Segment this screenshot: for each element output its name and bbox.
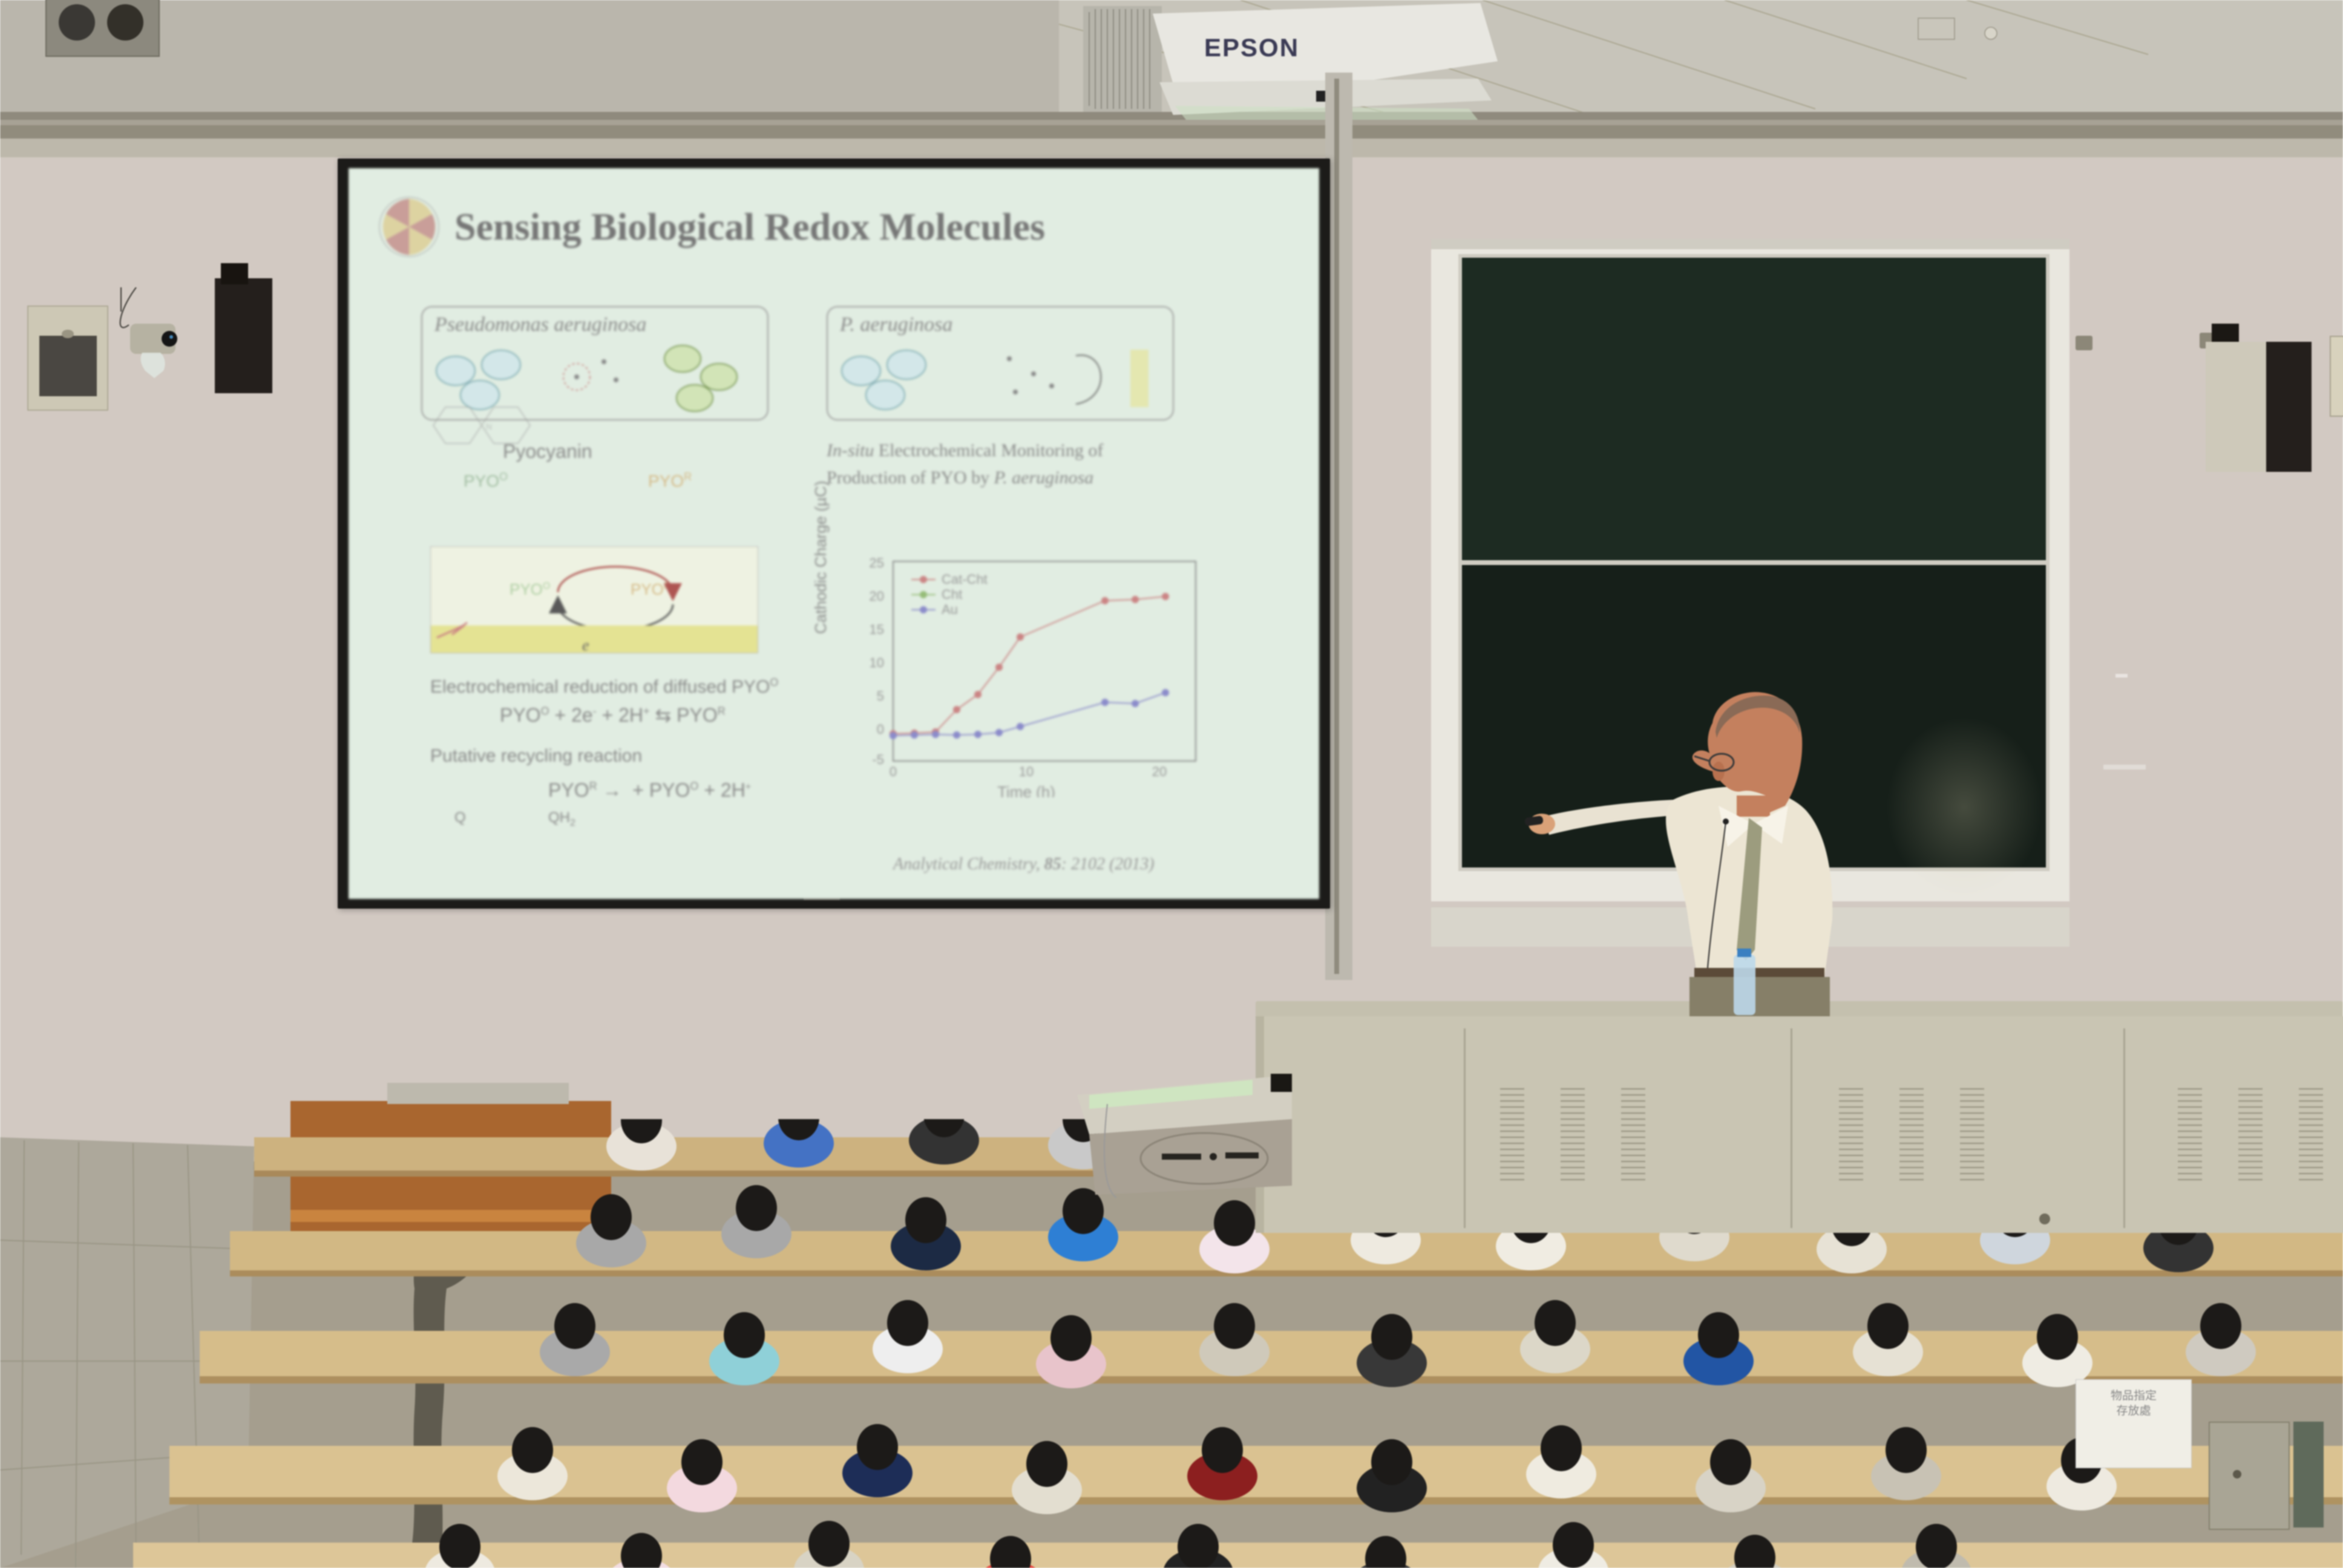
- svg-text:20: 20: [1152, 764, 1167, 779]
- svg-text:20: 20: [870, 589, 884, 604]
- svg-text:Cat-Cht: Cat-Cht: [942, 572, 988, 587]
- svg-text:-5: -5: [872, 752, 884, 767]
- svg-text:5: 5: [877, 688, 884, 704]
- svg-text:10: 10: [1019, 764, 1034, 779]
- svg-text:Au: Au: [942, 602, 958, 617]
- svg-text:N: N: [486, 422, 492, 431]
- svg-text:Time (h): Time (h): [997, 783, 1055, 797]
- svg-text:10: 10: [870, 655, 884, 670]
- svg-text:25: 25: [870, 555, 884, 570]
- svg-text:0: 0: [890, 764, 897, 779]
- svg-text:15: 15: [870, 622, 884, 637]
- svg-text:Cht: Cht: [942, 587, 962, 602]
- svg-text:0: 0: [877, 722, 884, 737]
